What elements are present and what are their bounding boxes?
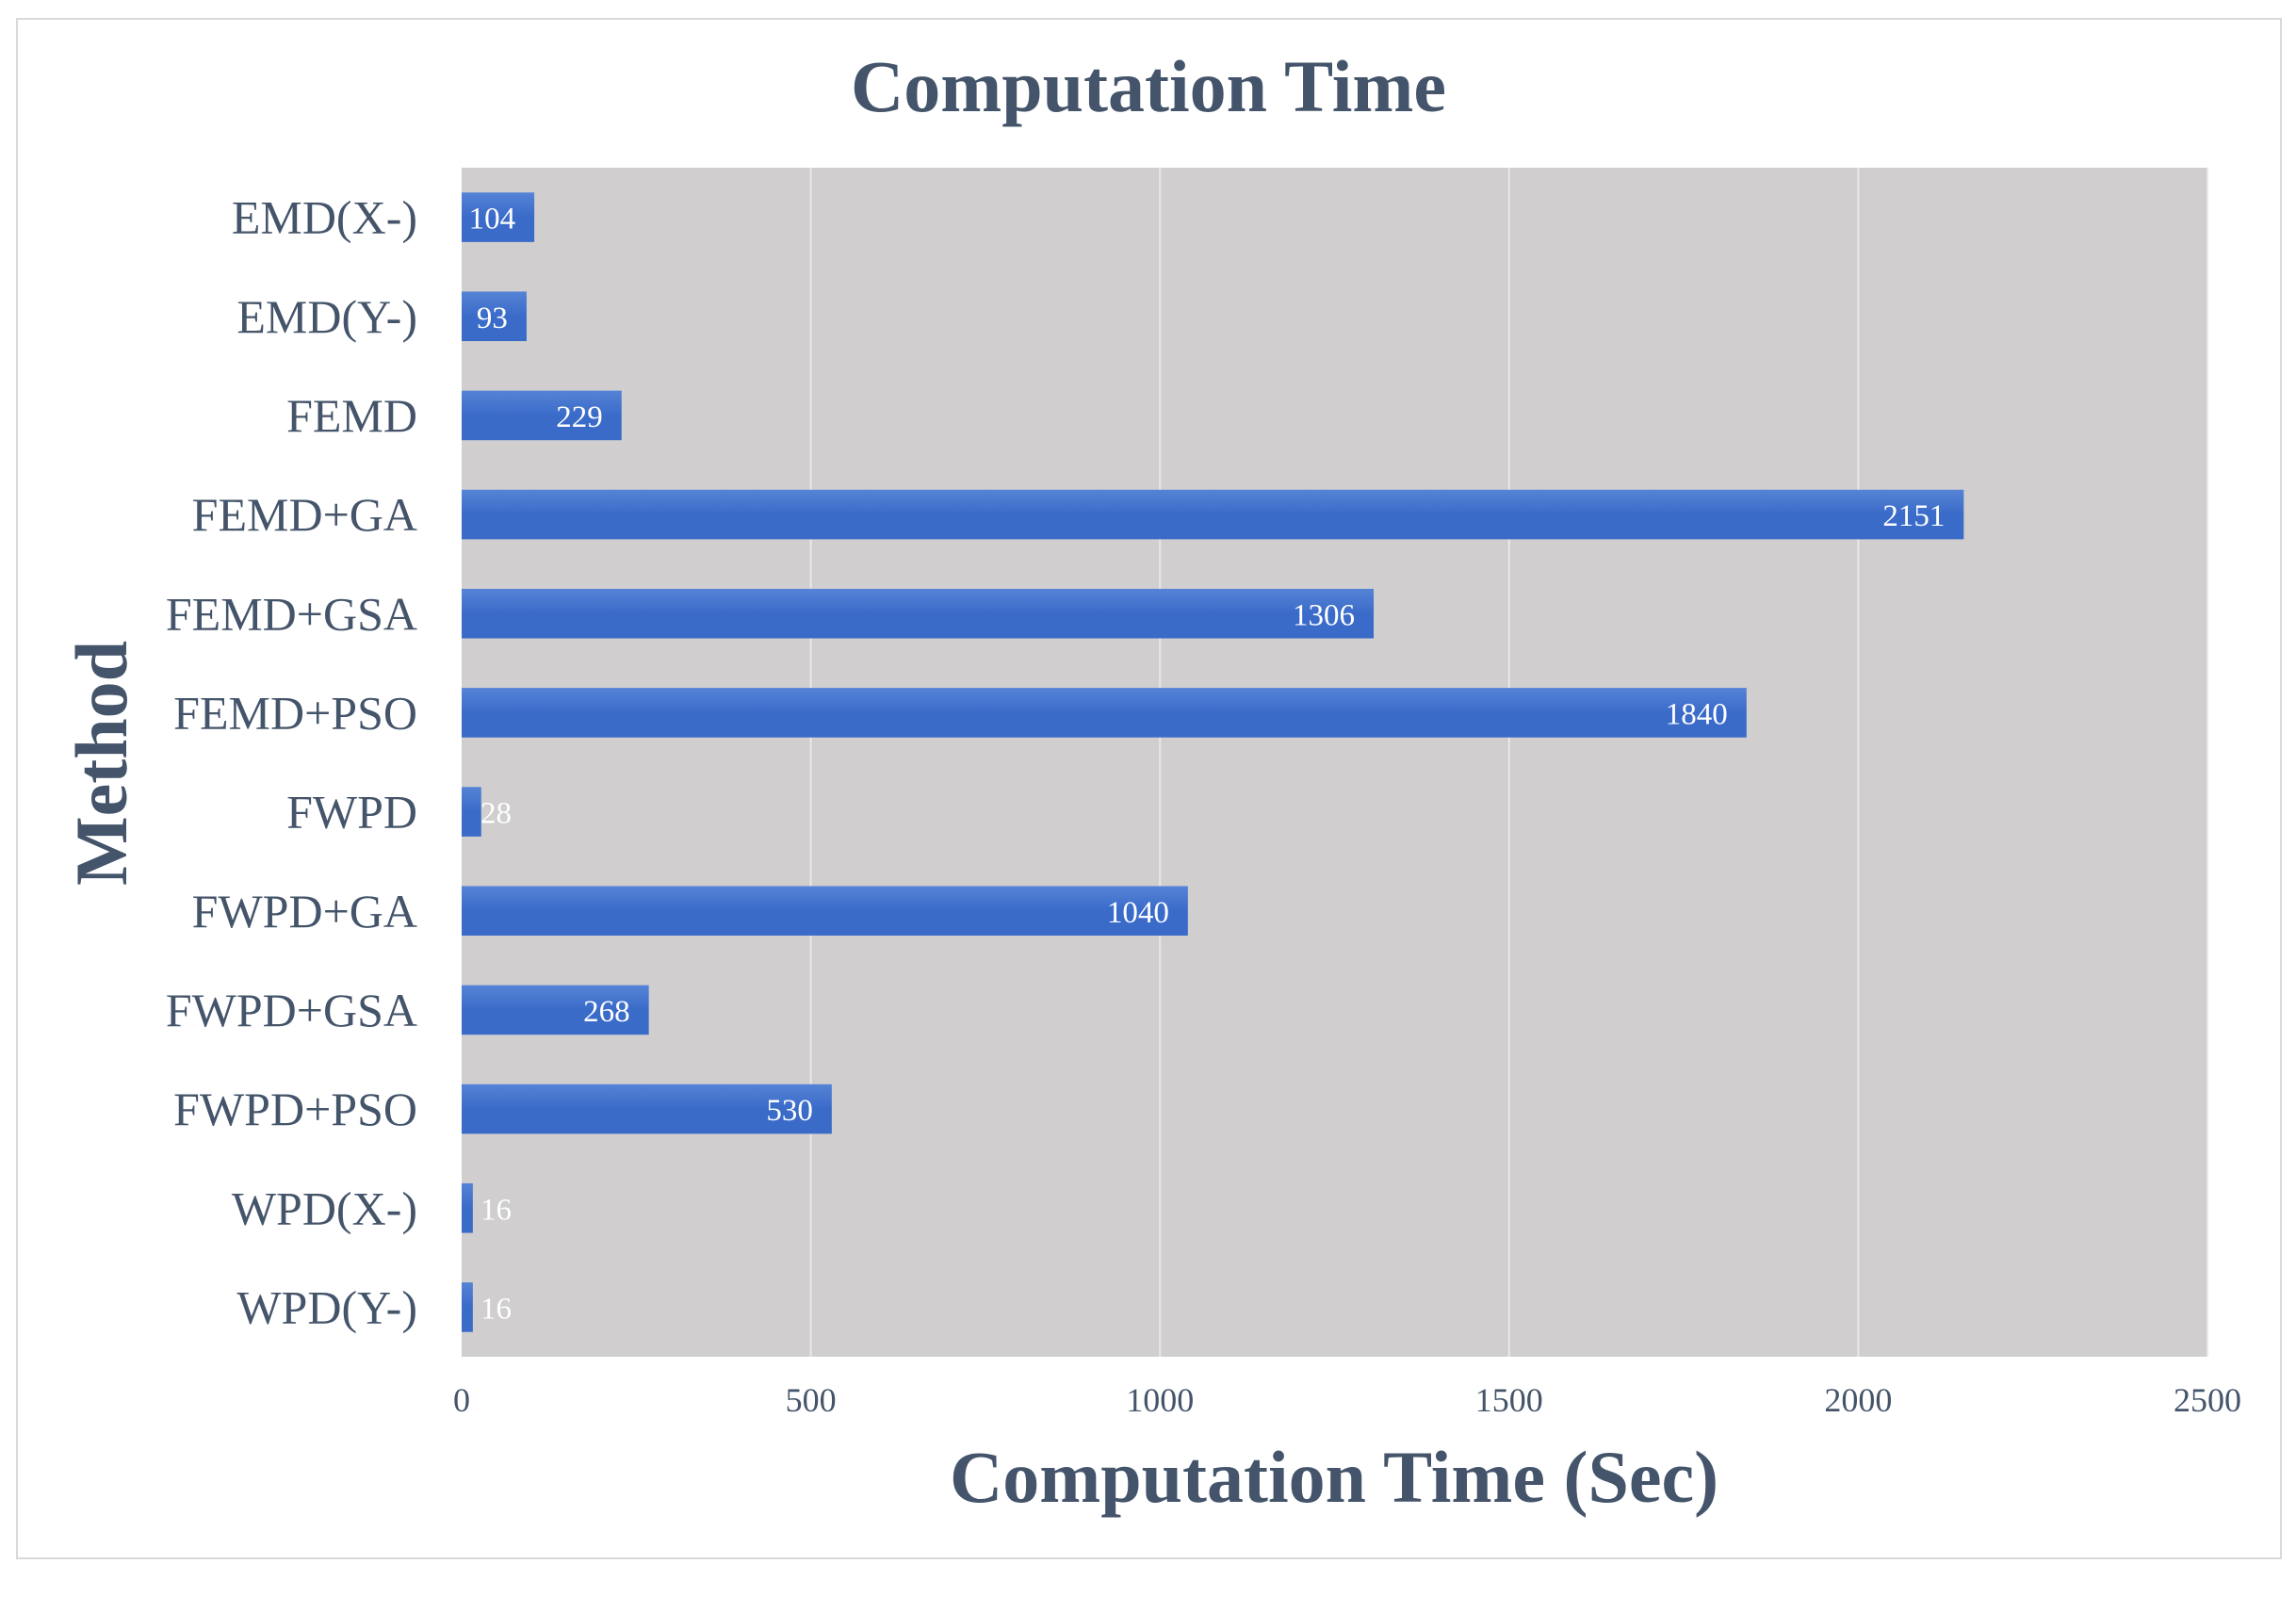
- bar: [462, 787, 481, 837]
- y-category-label: FWPD+GSA: [166, 984, 417, 1036]
- bar: [462, 390, 622, 441]
- bar: [462, 688, 1747, 738]
- x-tick-label: 2500: [2174, 1381, 2241, 1419]
- bar: [462, 1182, 473, 1233]
- data-label: 1040: [1107, 896, 1169, 930]
- y-category-label: FWPD+GA: [192, 885, 417, 937]
- y-category-label: FEMD+PSO: [173, 686, 417, 739]
- bar: [462, 588, 1375, 639]
- x-tick-label: 500: [786, 1381, 837, 1419]
- plot-area: 0 500 1000 1500 2000 2500 EMD(X-) 104 EMD(Y-) 93 F…: [166, 168, 2241, 1419]
- y-category-label: WPD(Y-): [236, 1280, 417, 1333]
- bar: [462, 985, 649, 1035]
- y-category-label: FEMD+GSA: [166, 587, 417, 640]
- data-label: 229: [556, 400, 603, 434]
- data-label: 16: [480, 1292, 512, 1326]
- y-category-label: EMD(X-): [232, 191, 417, 244]
- chart-title: Computation Time: [851, 45, 1446, 127]
- data-label: 93: [477, 301, 508, 335]
- bar: [462, 291, 527, 342]
- data-label: 104: [469, 203, 516, 236]
- data-label: 530: [766, 1094, 813, 1128]
- data-label: 268: [583, 995, 630, 1029]
- data-label: 1306: [1293, 598, 1355, 632]
- y-category-label: FEMD+GA: [192, 488, 417, 541]
- y-category-label: FWPD: [286, 786, 417, 839]
- bar: [462, 886, 1188, 937]
- bar: [462, 1282, 473, 1332]
- x-tick-label: 1000: [1126, 1381, 1194, 1419]
- data-label: 1840: [1666, 697, 1728, 731]
- bar: [462, 192, 535, 242]
- bar: [462, 1084, 832, 1134]
- x-axis-title: Computation Time (Sec): [950, 1436, 1718, 1518]
- y-category-label: FEMD: [286, 389, 417, 442]
- x-tick-label: 1500: [1475, 1381, 1543, 1419]
- y-category-label: FWPD+PSO: [173, 1083, 417, 1135]
- y-category-label: WPD(X-): [232, 1181, 417, 1234]
- y-axis-title: Method: [60, 641, 142, 886]
- x-tick-label: 0: [453, 1381, 470, 1419]
- data-label: 28: [480, 797, 512, 831]
- data-label: 2151: [1882, 499, 1945, 533]
- data-label: 16: [480, 1193, 512, 1227]
- bar: [462, 489, 1964, 540]
- x-tick-label: 2000: [1824, 1381, 1892, 1419]
- plot-background: [462, 168, 2207, 1357]
- y-category-label: EMD(Y-): [236, 290, 417, 343]
